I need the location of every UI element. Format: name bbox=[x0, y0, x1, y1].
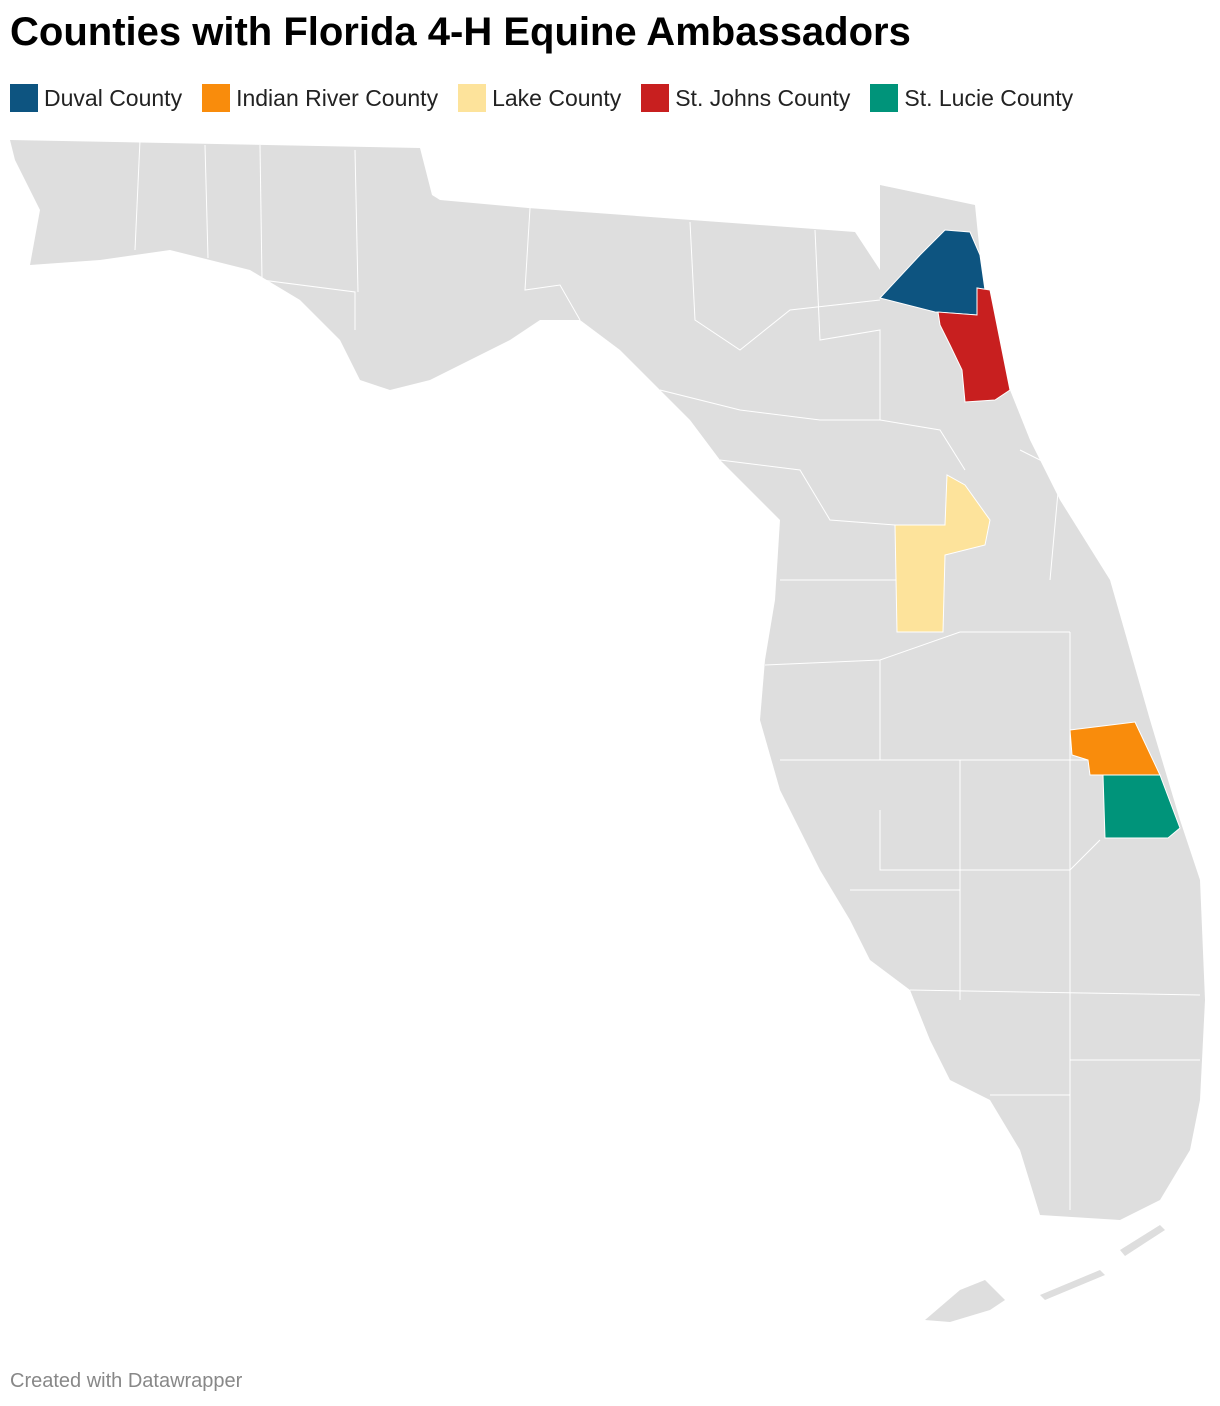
legend-item: St. Johns County bbox=[641, 84, 850, 112]
lake-county bbox=[894, 474, 991, 633]
footer: Created with Datawrapper bbox=[10, 1370, 243, 1392]
st-lucie-county bbox=[1102, 774, 1181, 839]
legend: Duval County Indian River County Lake Coun… bbox=[10, 84, 1073, 112]
legend-item: Duval County bbox=[10, 84, 182, 112]
legend-item: Lake County bbox=[458, 84, 621, 112]
legend-label: Duval County bbox=[44, 84, 183, 111]
legend-label: Lake County bbox=[492, 84, 622, 111]
legend-item: St. Lucie County bbox=[870, 84, 1073, 112]
legend-swatch bbox=[10, 84, 38, 112]
st-johns-county bbox=[937, 287, 1011, 403]
indian-river-county bbox=[1069, 721, 1161, 776]
florida-keys bbox=[925, 1225, 1165, 1322]
title: Counties with Florida 4-H Equine Ambassa… bbox=[10, 10, 911, 54]
legend-label: St. Johns County bbox=[675, 84, 851, 111]
legend-item: Indian River County bbox=[202, 84, 438, 112]
county-lines bbox=[134, 139, 1201, 1210]
legend-label: St. Lucie County bbox=[904, 84, 1074, 111]
map bbox=[10, 139, 1205, 1322]
legend-swatch bbox=[641, 84, 670, 112]
legend-label: Indian River County bbox=[236, 84, 439, 111]
florida bbox=[10, 140, 1205, 1220]
legend-swatch bbox=[202, 84, 231, 112]
legend-swatch bbox=[870, 84, 899, 112]
highlighted-counties bbox=[879, 229, 1181, 839]
legend-swatch bbox=[458, 84, 487, 112]
